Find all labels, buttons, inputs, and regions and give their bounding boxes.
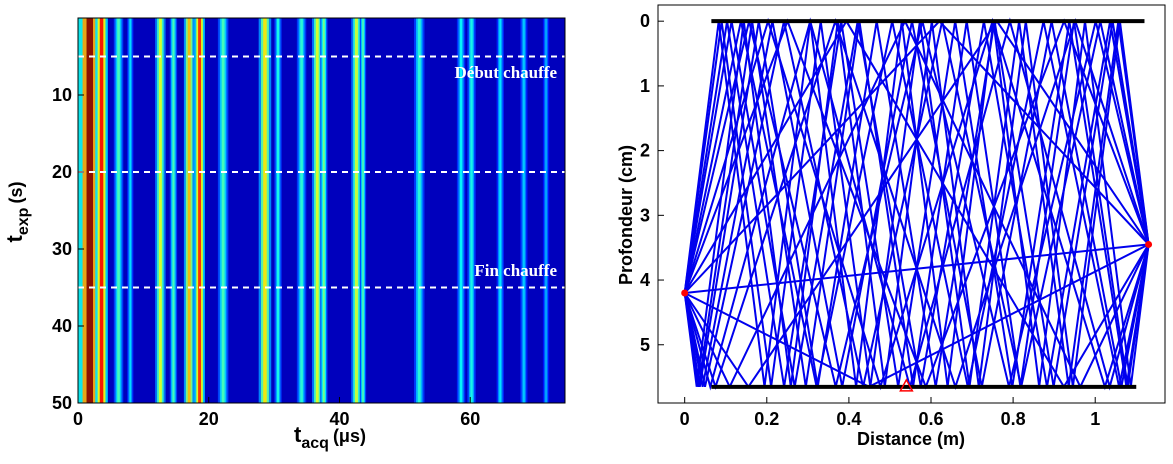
- y-tick-label: 1: [640, 76, 650, 96]
- stripe: [545, 18, 547, 403]
- x-axis-label: Distance (m): [857, 429, 965, 449]
- y-axis-label: texp (s): [2, 182, 32, 243]
- axes-frame: [77, 17, 566, 404]
- x-tick-label: 60: [460, 409, 480, 429]
- triangle-marker: [899, 378, 914, 392]
- stripe: [158, 18, 162, 403]
- annotation: Fin chauffe: [474, 261, 557, 280]
- stripe: [172, 18, 175, 403]
- y-tick-label: 5: [640, 335, 650, 355]
- right-axes: 0 0.2 0.4 0.6 0.8 1 0 1 2 3 4 5: [640, 4, 1166, 429]
- stripe: [129, 18, 132, 403]
- x-label-sub: acq: [301, 435, 329, 452]
- stripe: [187, 18, 191, 403]
- stripe: [263, 18, 267, 403]
- stripe: [362, 18, 364, 403]
- annotation: Début chauffe: [455, 63, 558, 82]
- ray: [683, 21, 1150, 387]
- y-tick-label: 4: [640, 270, 650, 290]
- ray: [683, 17, 1150, 391]
- stripe: [499, 18, 502, 403]
- ray: [683, 21, 1150, 387]
- y-axis-label: Profondeur (cm): [616, 145, 636, 285]
- ray: [683, 21, 1150, 387]
- y-label-unit: (s): [6, 182, 26, 204]
- y-label-sub: exp: [15, 207, 32, 235]
- x-tick-label: 0: [680, 409, 690, 429]
- y-tick-label: 0: [640, 11, 650, 31]
- y-label-main: t: [2, 234, 27, 242]
- stripe: [221, 18, 225, 403]
- stripe: [522, 18, 525, 403]
- y-tick-label: 10: [52, 85, 72, 105]
- ray: [683, 20, 1150, 388]
- ray: [683, 20, 1150, 388]
- y-tick-label: 2: [640, 141, 650, 161]
- axes-frame: [657, 4, 1166, 404]
- left-axes: Début chauffe Fin chauffe 0 20 40 60 10 20 30 40 5…: [52, 17, 566, 429]
- x-label-main: t: [294, 422, 302, 447]
- heatmap: [78, 18, 565, 403]
- y-tick-label: 50: [52, 393, 72, 413]
- stripe: [117, 18, 120, 403]
- y-tick-label: 3: [640, 205, 650, 225]
- stripe: [300, 18, 303, 403]
- y-tick-label: 20: [52, 162, 72, 182]
- stripe: [459, 18, 463, 403]
- source-point: [681, 289, 689, 297]
- x-tick-label: 0.2: [754, 409, 779, 429]
- receiver-point: [1145, 240, 1153, 248]
- stripe: [99, 18, 104, 403]
- x-tick-label: 20: [199, 409, 219, 429]
- stripe: [417, 18, 421, 403]
- x-tick-label: 0.8: [1001, 409, 1026, 429]
- x-label-unit: (μs): [333, 426, 366, 446]
- stripe: [276, 18, 280, 403]
- x-tick-label: 0.4: [836, 409, 861, 429]
- x-tick-label: 1: [1090, 409, 1100, 429]
- stripe: [322, 18, 325, 403]
- y-tick-label: 30: [52, 239, 72, 259]
- stripe: [315, 18, 319, 403]
- x-axis-label: tacq (μs): [294, 422, 366, 452]
- x-tick-label: 0.6: [918, 409, 943, 429]
- x-tick-label: 0: [73, 409, 83, 429]
- ray: [683, 21, 1150, 387]
- stripe: [198, 18, 202, 403]
- stripe: [470, 18, 473, 403]
- stripe: [86, 18, 94, 403]
- x-tick-label: 40: [329, 409, 349, 429]
- stripe: [355, 18, 358, 403]
- y-tick-label: 40: [52, 316, 72, 336]
